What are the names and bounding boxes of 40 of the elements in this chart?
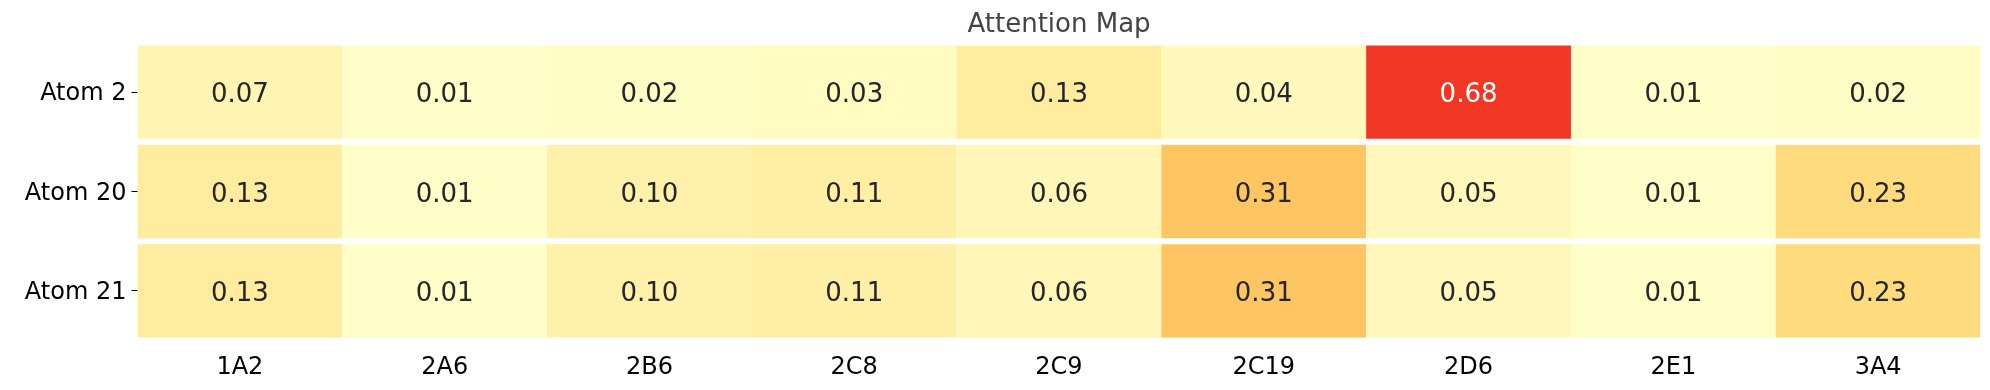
data-label: 0.01 [415, 177, 474, 208]
x-tick-label: 2C19 [1232, 351, 1296, 380]
data-label: 0.03 [825, 78, 884, 109]
data-label: 0.01 [415, 276, 474, 307]
data-label: 0.13 [210, 276, 269, 307]
data-label: 0.01 [415, 78, 474, 109]
x-tick-label: 2D6 [1444, 351, 1494, 380]
data-label: 0.31 [1234, 276, 1293, 307]
y-tick-label: Atom 21 [24, 276, 127, 305]
data-label: 0.23 [1849, 177, 1908, 208]
x-tick-label: 1A2 [216, 351, 264, 380]
data-label: 0.10 [620, 177, 679, 208]
x-tick-label: 2C9 [1035, 351, 1083, 380]
data-label: 0.04 [1234, 78, 1293, 109]
data-label: 0.02 [620, 78, 679, 109]
x-tick-label: 2B6 [625, 351, 673, 380]
data-label: 0.23 [1849, 276, 1908, 307]
x-tick-label: 3A4 [1854, 351, 1902, 380]
data-label: 0.10 [620, 276, 679, 307]
data-label: 0.06 [1030, 276, 1088, 307]
data-label: 0.01 [1644, 276, 1703, 307]
data-label: 0.05 [1439, 177, 1498, 208]
data-label: 0.07 [210, 78, 269, 109]
data-label: 0.31 [1234, 177, 1293, 208]
y-tick-label: Atom 2 [40, 78, 127, 107]
chart-title: Attention Map [967, 7, 1151, 38]
data-label: 0.02 [1849, 78, 1908, 109]
x-tick-label: 2A6 [421, 351, 469, 380]
data-label: 0.05 [1439, 276, 1498, 307]
data-label: 0.11 [825, 276, 884, 307]
x-tick-label: 2C8 [830, 351, 878, 380]
data-label: 0.13 [210, 177, 269, 208]
data-label: 0.06 [1030, 177, 1088, 208]
data-label: 0.11 [825, 177, 884, 208]
data-label: 0.13 [1030, 78, 1088, 109]
y-tick-label: Atom 20 [24, 177, 127, 206]
data-label: 0.68 [1439, 78, 1498, 109]
data-label: 0.01 [1644, 78, 1703, 109]
x-tick-label: 2E1 [1650, 351, 1697, 380]
data-label: 0.01 [1644, 177, 1703, 208]
